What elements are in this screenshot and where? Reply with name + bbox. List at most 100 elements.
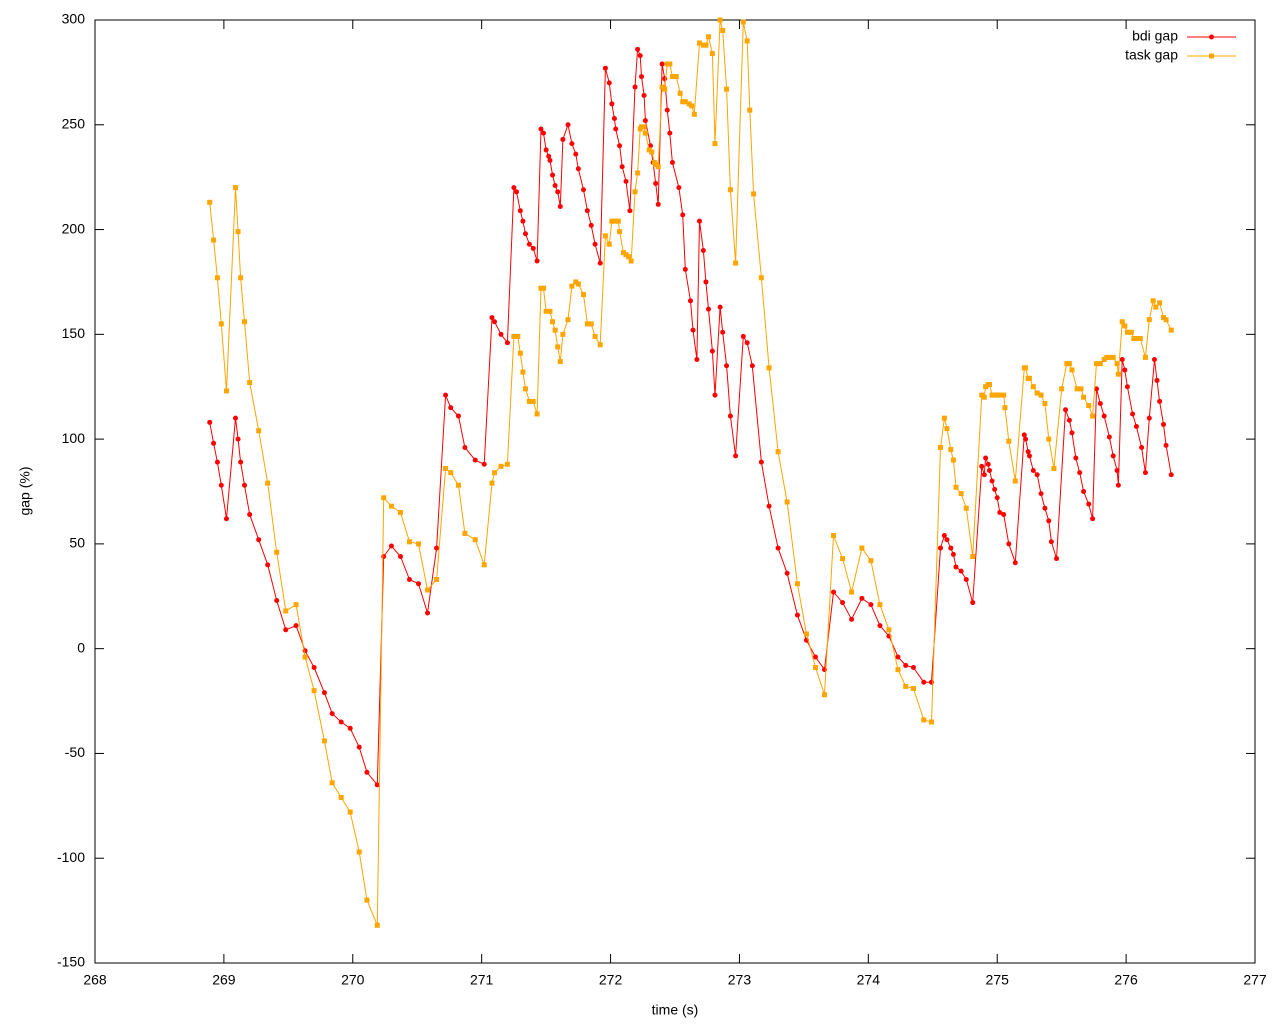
- marker: [986, 468, 992, 474]
- marker: [218, 482, 224, 488]
- marker: [1069, 430, 1075, 436]
- y-tick-label: 0: [77, 639, 85, 655]
- marker: [1114, 361, 1120, 367]
- marker: [235, 436, 241, 442]
- marker: [1106, 434, 1112, 440]
- marker: [232, 185, 238, 191]
- marker: [733, 453, 739, 459]
- marker: [364, 769, 370, 775]
- marker: [347, 725, 353, 731]
- marker: [538, 285, 544, 291]
- marker: [406, 577, 412, 583]
- marker: [552, 327, 558, 333]
- marker: [696, 40, 702, 46]
- marker: [550, 172, 556, 178]
- marker: [283, 608, 289, 614]
- marker: [1137, 336, 1143, 342]
- marker: [970, 600, 976, 606]
- marker: [207, 199, 213, 205]
- marker: [434, 545, 440, 551]
- marker: [877, 623, 883, 629]
- marker: [938, 545, 944, 551]
- y-tick-label: -50: [65, 744, 85, 760]
- marker: [1110, 453, 1116, 459]
- marker: [632, 84, 638, 90]
- marker: [784, 499, 790, 505]
- marker: [626, 254, 632, 260]
- marker: [293, 623, 299, 629]
- marker: [963, 577, 969, 583]
- marker: [274, 597, 280, 603]
- y-tick-label: -100: [57, 849, 85, 865]
- marker: [712, 392, 718, 398]
- marker: [997, 392, 1003, 398]
- marker: [580, 292, 586, 298]
- marker: [979, 392, 985, 398]
- marker: [1046, 518, 1052, 524]
- marker: [534, 258, 540, 264]
- marker: [1122, 367, 1128, 373]
- y-axis-label: gap (%): [17, 466, 33, 515]
- marker: [311, 688, 317, 694]
- marker: [895, 654, 901, 660]
- marker: [775, 449, 781, 455]
- marker: [356, 849, 362, 855]
- x-tick-label: 270: [341, 972, 365, 988]
- marker: [481, 461, 487, 467]
- marker: [703, 42, 709, 48]
- marker: [1101, 356, 1107, 362]
- marker: [425, 610, 431, 616]
- marker: [1090, 413, 1096, 419]
- marker: [703, 279, 709, 285]
- marker: [1086, 403, 1092, 409]
- marker: [547, 308, 553, 314]
- marker: [740, 19, 746, 25]
- marker: [700, 248, 706, 254]
- marker: [569, 141, 575, 147]
- marker: [1038, 392, 1044, 398]
- marker: [1124, 329, 1130, 335]
- marker: [242, 482, 248, 488]
- marker: [462, 530, 468, 536]
- marker: [1066, 417, 1072, 423]
- marker: [1153, 304, 1159, 310]
- marker: [1114, 468, 1120, 474]
- marker: [1066, 361, 1072, 367]
- marker: [637, 53, 643, 59]
- marker: [1001, 392, 1007, 398]
- marker: [492, 319, 498, 325]
- marker: [555, 344, 561, 350]
- marker: [859, 545, 865, 551]
- marker: [557, 204, 563, 210]
- marker: [700, 42, 706, 48]
- marker: [504, 340, 510, 346]
- marker: [611, 218, 617, 224]
- marker: [655, 201, 661, 207]
- marker: [638, 124, 644, 130]
- legend-label: task gap: [1125, 47, 1178, 63]
- marker: [903, 683, 909, 689]
- series-line: [209, 49, 1172, 787]
- marker: [1025, 449, 1031, 455]
- legend-marker: [1209, 34, 1214, 40]
- marker: [921, 679, 927, 685]
- marker: [1081, 489, 1087, 494]
- marker: [265, 562, 271, 568]
- marker: [1101, 413, 1107, 419]
- x-axis-label: time (s): [652, 1002, 699, 1018]
- marker: [565, 317, 571, 323]
- y-tick-label: 250: [62, 115, 86, 131]
- marker: [238, 459, 244, 465]
- marker: [992, 486, 998, 492]
- marker: [1051, 465, 1057, 471]
- marker: [338, 719, 344, 725]
- marker: [1034, 390, 1040, 396]
- marker: [247, 512, 253, 518]
- marker: [526, 398, 532, 404]
- marker: [602, 233, 608, 239]
- marker: [747, 107, 753, 113]
- marker: [794, 612, 800, 618]
- marker: [615, 218, 621, 224]
- marker: [1030, 468, 1036, 474]
- marker: [1074, 386, 1080, 392]
